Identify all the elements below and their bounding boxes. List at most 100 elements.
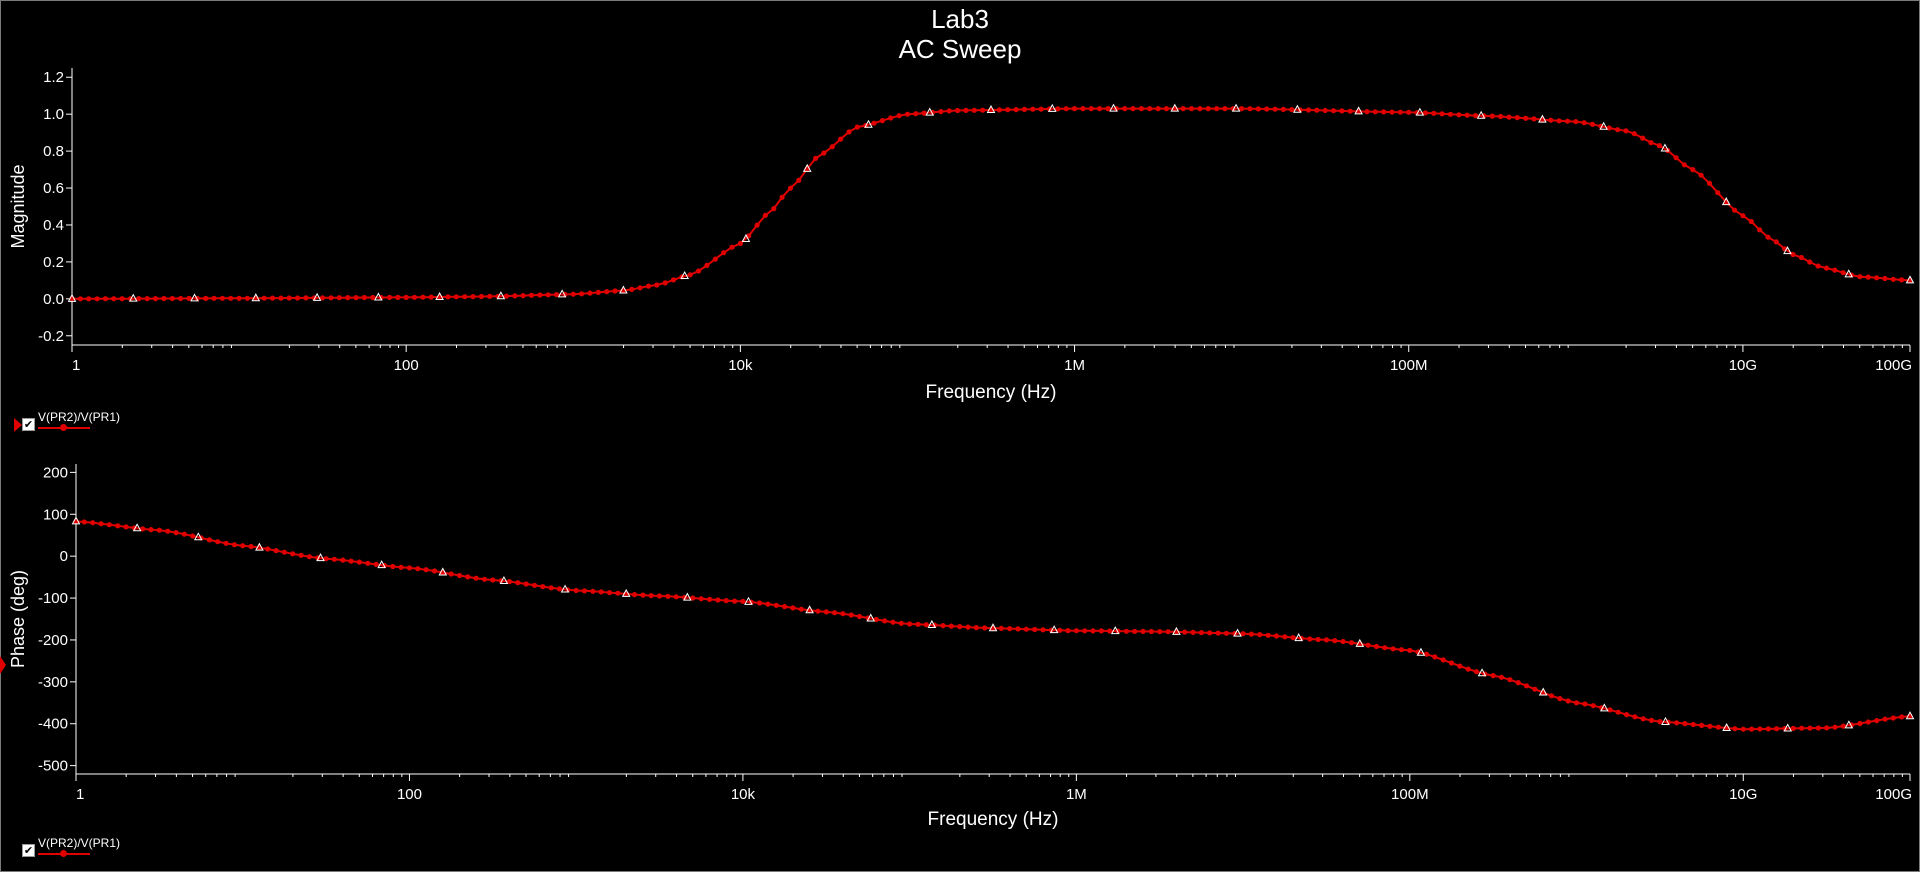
series-point bbox=[423, 567, 429, 573]
series-point bbox=[1073, 628, 1079, 634]
series-point bbox=[1632, 714, 1638, 720]
series-marker bbox=[1416, 647, 1426, 656]
series-point bbox=[921, 110, 927, 116]
series-point bbox=[1007, 626, 1013, 632]
series-point bbox=[248, 543, 254, 550]
series-marker bbox=[193, 532, 203, 541]
series-point bbox=[231, 542, 237, 548]
series-point bbox=[1774, 726, 1780, 732]
series-point bbox=[757, 600, 763, 606]
legend-top[interactable]: ✔ V(PR2)/V(PR1) bbox=[8, 410, 148, 440]
series-point bbox=[1857, 720, 1863, 727]
series-point bbox=[1038, 106, 1044, 112]
series-point bbox=[140, 526, 146, 532]
series-point bbox=[1865, 274, 1871, 280]
series-marker bbox=[805, 605, 814, 614]
series-point bbox=[295, 295, 301, 301]
series-point bbox=[303, 295, 309, 301]
series-point bbox=[1748, 218, 1754, 225]
series-point bbox=[1732, 726, 1738, 732]
y-axis-title: Magnitude bbox=[8, 164, 28, 248]
series-point bbox=[1498, 674, 1505, 680]
series-point bbox=[1207, 630, 1213, 636]
series-point bbox=[190, 533, 196, 539]
series-point bbox=[1690, 167, 1696, 173]
y-tick-label: 0.0 bbox=[43, 291, 64, 308]
series-marker bbox=[1170, 103, 1180, 112]
series-point bbox=[704, 262, 710, 268]
series-point bbox=[1565, 698, 1571, 704]
series-point bbox=[1032, 626, 1038, 633]
series-point bbox=[890, 619, 896, 625]
series-point bbox=[1422, 110, 1428, 116]
series-point bbox=[754, 222, 760, 228]
series-point bbox=[1707, 723, 1713, 729]
y-tick-label: 100 bbox=[43, 506, 68, 523]
series-point bbox=[1107, 628, 1113, 634]
series-point bbox=[1673, 155, 1679, 161]
series-point bbox=[1799, 725, 1805, 731]
series-point bbox=[873, 616, 879, 623]
series-point bbox=[1240, 631, 1246, 637]
series-point bbox=[473, 575, 479, 581]
series-point bbox=[1307, 636, 1313, 642]
series-point bbox=[1515, 680, 1521, 686]
series-marker bbox=[1294, 633, 1304, 642]
series-point bbox=[361, 294, 367, 301]
series-point bbox=[1382, 645, 1388, 651]
series-point bbox=[1807, 725, 1813, 731]
y-tick-label: 200 bbox=[43, 464, 68, 481]
series-point bbox=[1330, 108, 1337, 114]
legend-label: V(PR2)/V(PR1) bbox=[38, 836, 121, 850]
series-marker bbox=[1233, 628, 1242, 637]
series-point bbox=[782, 604, 788, 610]
series-point bbox=[1590, 703, 1596, 709]
series-point bbox=[670, 277, 677, 283]
series-point bbox=[1706, 180, 1713, 186]
series-marker bbox=[1354, 106, 1363, 115]
x-tick-label: 100G bbox=[1875, 357, 1912, 374]
series-marker bbox=[802, 163, 812, 172]
series-point bbox=[957, 624, 963, 630]
legend-label: V(PR2)/V(PR1) bbox=[38, 410, 121, 424]
checkbox-checked-icon[interactable]: ✔ bbox=[22, 844, 35, 857]
y-tick-label: 1.2 bbox=[43, 69, 64, 86]
series-point bbox=[98, 521, 104, 527]
series-point bbox=[982, 625, 988, 631]
series-point bbox=[1473, 669, 1480, 675]
series-point bbox=[1290, 635, 1296, 641]
series-point bbox=[415, 566, 421, 572]
series-point bbox=[554, 292, 560, 298]
series-point bbox=[1840, 270, 1846, 276]
series-point bbox=[1674, 720, 1680, 726]
series-point bbox=[1340, 638, 1346, 645]
y-tick-label: 0 bbox=[60, 548, 68, 565]
series-point bbox=[904, 111, 911, 117]
series-marker bbox=[1783, 723, 1793, 732]
series-marker bbox=[741, 233, 751, 242]
series-point bbox=[1197, 106, 1203, 112]
checkbox-checked-icon[interactable]: ✔ bbox=[22, 418, 35, 431]
series-point bbox=[1040, 627, 1046, 633]
series-point bbox=[715, 597, 721, 603]
series-point bbox=[136, 296, 142, 302]
series-point bbox=[1055, 106, 1061, 112]
series-point bbox=[773, 602, 779, 608]
series-marker bbox=[71, 516, 81, 525]
active-plot-arrow-icon bbox=[14, 418, 22, 432]
series-point bbox=[1165, 629, 1171, 635]
series-point bbox=[1190, 629, 1196, 636]
series-point bbox=[838, 136, 844, 142]
series-point bbox=[832, 610, 838, 616]
x-tick-label: 10k bbox=[728, 357, 753, 374]
series-point bbox=[787, 185, 794, 191]
legend-bottom[interactable]: ✔ V(PR2)/V(PR1) bbox=[8, 836, 148, 866]
series-point bbox=[1589, 121, 1596, 127]
series-point bbox=[1423, 651, 1430, 657]
series-point bbox=[453, 294, 459, 300]
series-marker bbox=[1231, 103, 1241, 112]
series-point bbox=[286, 295, 292, 301]
series-point bbox=[1323, 637, 1330, 643]
series-point bbox=[940, 623, 946, 629]
series-point bbox=[331, 556, 337, 562]
